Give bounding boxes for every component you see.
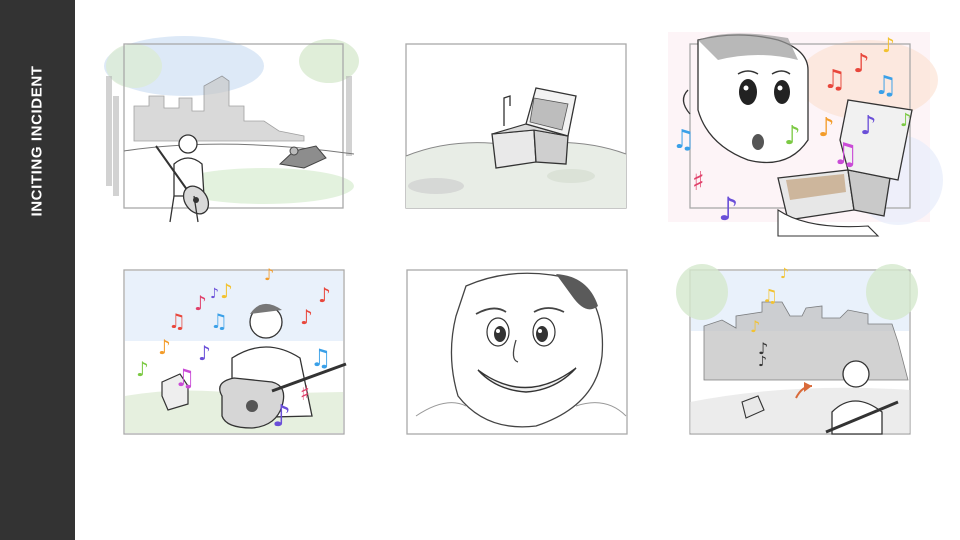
storyboard-panel-1	[104, 36, 359, 232]
music-note-icon: ♪	[158, 335, 171, 359]
music-note-icon: ♯	[692, 167, 705, 197]
music-note-icon: ♫	[823, 65, 846, 95]
music-note-icon: ♪	[300, 305, 313, 329]
music-note-icon: ♪	[210, 286, 219, 302]
music-note-icon: ♪	[758, 339, 768, 358]
music-note-icon: ♪	[194, 291, 207, 315]
music-note-icon: ♫	[310, 344, 332, 372]
music-note-icon: ♫	[832, 137, 859, 172]
music-note-icon: ♪	[758, 354, 767, 370]
music-note-icon: ♪	[860, 111, 877, 141]
music-note-icon: ♪	[750, 317, 760, 336]
music-note-icon: ♪	[784, 121, 801, 151]
music-note-icon: ♪	[220, 279, 233, 303]
sidebar: INCITING INCIDENT	[0, 0, 75, 540]
music-note-icon: ♪	[198, 341, 211, 365]
music-note-icon: ♫	[174, 364, 196, 392]
music-note-icon: ♯	[300, 381, 310, 405]
music-note-icon: ♪	[780, 266, 789, 282]
section-title: INCITING INCIDENT	[28, 65, 46, 217]
storyboard-panel-3: ♫ ♯ ♪ ♪ ♪ ♫ ♪ ♪ ♫ ♪ ♫ ♪	[668, 30, 943, 237]
music-note-icon: ♪	[136, 357, 149, 381]
music-note-icon: ♫	[762, 286, 778, 307]
storyboard-panel-4: ♪ ♪ ♪ ♪ ♫ ♪ ♫ ♪ ♪ ♪ ♪ ♫ ♫ ♯ ♪	[122, 265, 362, 440]
storyboard-panel-6: ♪ ♫ ♪ ♪ ♪	[672, 262, 918, 444]
storyboard-panel-5	[406, 266, 632, 448]
music-note-icon: ♪	[272, 399, 291, 434]
music-note-icon: ♪	[318, 283, 331, 307]
music-note-icon: ♫	[874, 71, 897, 101]
music-note-icon: ♪	[853, 49, 870, 79]
music-note-icon: ♪	[900, 110, 912, 131]
music-note-icon: ♫	[168, 309, 186, 333]
storyboard-panel-2	[396, 36, 636, 216]
music-note-icon: ♪	[818, 113, 835, 143]
music-note-icon: ♪	[718, 190, 738, 228]
music-note-icon: ♫	[672, 125, 695, 155]
music-note-icon: ♪	[264, 265, 274, 284]
music-note-icon: ♪	[882, 33, 895, 57]
music-note-icon: ♫	[210, 309, 228, 333]
